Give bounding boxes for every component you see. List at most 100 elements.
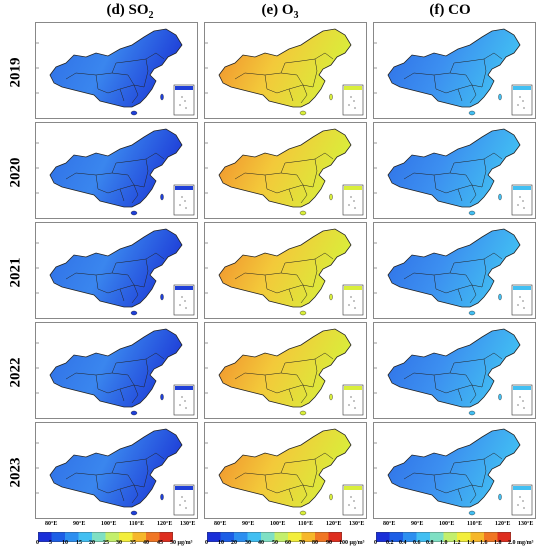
- year-label-text: 2021: [7, 257, 24, 288]
- colorbar-co: [375, 529, 512, 543]
- colorbar-labels-so2: 0 5 10 15 20 25 30 35 40 45 50 µg/m³: [36, 540, 201, 549]
- colorbar-tick: 40: [258, 540, 264, 546]
- map-panel-o3-2023: [204, 422, 367, 519]
- colorbar-segment: [234, 532, 248, 542]
- china-map-shape: [218, 228, 352, 308]
- south-china-sea-inset: [511, 184, 533, 216]
- colorbar-unit-label: 50 µg/m³: [170, 540, 193, 546]
- south-china-sea-inset: [173, 484, 195, 516]
- colorbar-segment: [470, 532, 485, 542]
- lon-tick: 90°E: [242, 521, 255, 527]
- colorbar-tick: 30: [245, 540, 251, 546]
- colorbar-segment: [207, 532, 221, 542]
- colorbar-tick: 30: [116, 540, 122, 546]
- colorbar-segment: [38, 532, 52, 542]
- year-label-text: 2020: [7, 157, 24, 188]
- lon-tick: 100°E: [101, 521, 117, 527]
- colorbar-segment: [315, 532, 329, 542]
- lon-tick: 130°E: [518, 521, 534, 527]
- lon-tick: 100°E: [270, 521, 286, 527]
- china-map-shape: [387, 28, 521, 108]
- colorbar-segment: [159, 532, 174, 542]
- column-title-o3-sub: 3: [293, 10, 299, 21]
- colorbar-tick: 1.2: [453, 540, 461, 546]
- map-panel-o3-2021: [204, 222, 367, 319]
- colorbar-tick: 0.6: [413, 540, 421, 546]
- lon-tick: 110°E: [298, 521, 314, 527]
- south-china-sea-inset: [173, 284, 195, 316]
- colorbar-tick: 90: [326, 540, 332, 546]
- colorbar-unit-label: 2.0 mg/m³: [508, 540, 534, 546]
- colorbar-segment: [146, 532, 160, 542]
- colorbar-segment: [65, 532, 79, 542]
- china-map-shape: [387, 328, 521, 408]
- china-map-shape: [218, 428, 352, 508]
- colorbar-tick: 1.8: [494, 540, 502, 546]
- colorbar-segment: [328, 532, 343, 542]
- colorbar-tick: 25: [103, 540, 109, 546]
- south-china-sea-inset: [342, 284, 364, 316]
- colorbar-segment: [403, 532, 417, 542]
- lon-tick: 80°E: [214, 521, 227, 527]
- south-china-sea-inset: [342, 384, 364, 416]
- colorbar-segment: [389, 532, 404, 542]
- colorbar-segment: [430, 532, 444, 542]
- lon-tick: 130°E: [180, 521, 196, 527]
- colorbar-tick: 0: [205, 540, 208, 546]
- lon-ticks-o3: 80°E 90°E 100°E 110°E 120°E 130°E: [204, 521, 367, 531]
- colorbar-tick: 1.4: [467, 540, 475, 546]
- lon-tick: 120°E: [157, 521, 173, 527]
- lon-tick: 120°E: [495, 521, 511, 527]
- colorbar-labels-co: 0 0.2 0.4 0.6 0.8 1.0 1.2 1.4 1.6 1.8 2.…: [374, 540, 539, 549]
- colorbar-segment: [132, 532, 147, 542]
- south-china-sea-inset: [511, 84, 533, 116]
- colorbar-segment: [220, 532, 235, 542]
- map-panel-co-2022: [373, 322, 536, 419]
- column-title-co: (f) CO: [370, 2, 530, 21]
- map-panel-so2-2021: [35, 222, 198, 319]
- south-china-sea-inset: [342, 84, 364, 116]
- lon-ticks-so2: 80°E 90°E 100°E 110°E 120°E 130°E: [35, 521, 198, 531]
- colorbar-segment: [443, 532, 458, 542]
- year-label-2020: 2020: [2, 125, 30, 220]
- column-title-so2-sub: 2: [148, 10, 154, 21]
- colorbar-tick: 0.8: [426, 540, 434, 546]
- south-china-sea-inset: [173, 84, 195, 116]
- south-china-sea-inset: [342, 184, 364, 216]
- year-label-2023: 2023: [2, 425, 30, 520]
- column-title-co-main: (f) CO: [429, 2, 471, 18]
- map-panel-o3-2020: [204, 122, 367, 219]
- colorbar-labels-o3: 0 10 20 30 40 50 60 70 80 90 100 µg/m³: [205, 540, 370, 549]
- map-panel-so2-2020: [35, 122, 198, 219]
- china-map-shape: [49, 28, 183, 108]
- colorbar-segment: [51, 532, 66, 542]
- map-panel-so2-2022: [35, 322, 198, 419]
- colorbar-o3: [206, 529, 343, 543]
- map-panel-so2-2019: [35, 22, 198, 119]
- colorbar-tick: 70: [299, 540, 305, 546]
- china-map-shape: [218, 328, 352, 408]
- lon-tick: 80°E: [383, 521, 396, 527]
- china-map-shape: [218, 128, 352, 208]
- map-panel-co-2021: [373, 222, 536, 319]
- colorbar-segment: [416, 532, 431, 542]
- colorbar-segment: [376, 532, 390, 542]
- colorbar-segment: [78, 532, 93, 542]
- year-label-text: 2022: [7, 357, 24, 388]
- colorbar-tick: 1.0: [440, 540, 448, 546]
- colorbar-segment: [105, 532, 120, 542]
- column-title-so2: (d) SO2: [50, 2, 210, 21]
- south-china-sea-inset: [173, 384, 195, 416]
- colorbar-tick: 60: [285, 540, 291, 546]
- year-label-text: 2023: [7, 457, 24, 488]
- china-map-shape: [49, 328, 183, 408]
- lon-tick: 130°E: [349, 521, 365, 527]
- lon-tick: 100°E: [439, 521, 455, 527]
- china-map-shape: [218, 28, 352, 108]
- colorbar-tick: 40: [143, 540, 149, 546]
- colorbar-tick: 45: [157, 540, 163, 546]
- colorbar-tick: 10: [62, 540, 68, 546]
- colorbar-unit-label: 100 µg/m³: [339, 540, 365, 546]
- year-label-2022: 2022: [2, 325, 30, 420]
- colorbar-tick: 0: [36, 540, 39, 546]
